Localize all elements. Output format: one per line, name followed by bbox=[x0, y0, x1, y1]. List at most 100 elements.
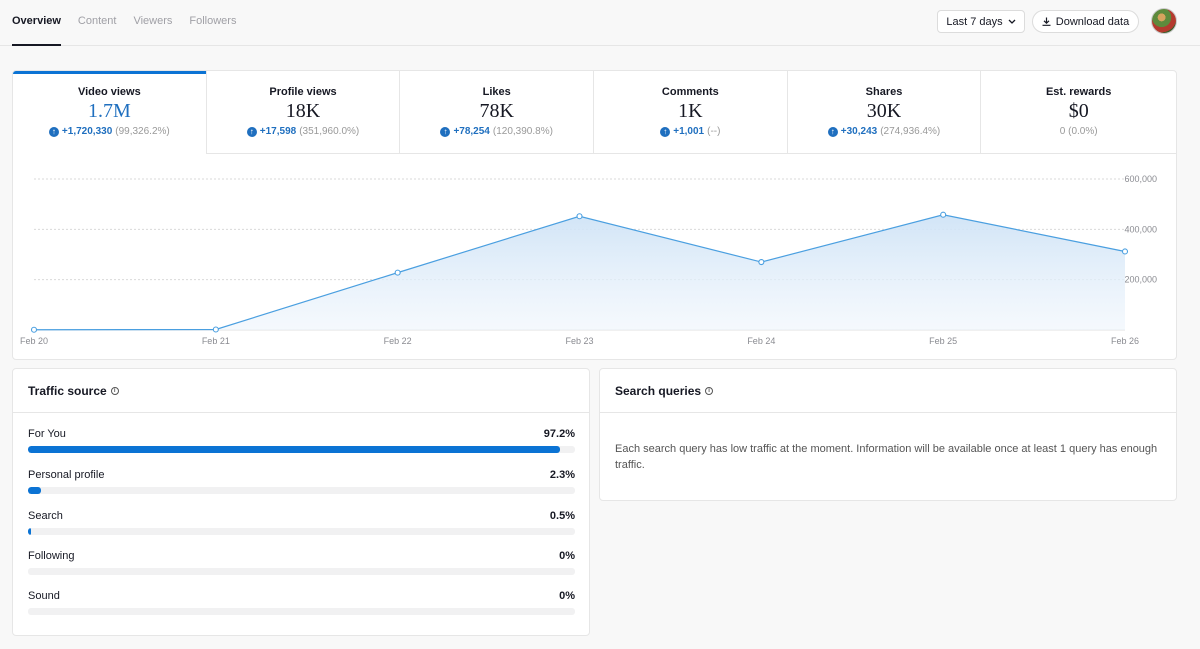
metric-value: 1.7M bbox=[87, 100, 131, 122]
y-tick-label: 200,000 bbox=[1124, 275, 1157, 285]
data-point[interactable] bbox=[940, 211, 947, 218]
traffic-source-percent: 0% bbox=[559, 590, 575, 602]
metric-change: ↑ +30,243 (274,936.4%) bbox=[788, 126, 981, 137]
traffic-source-line: Sound 0% bbox=[28, 590, 575, 602]
metric-change-amount: +1,720,330 bbox=[61, 126, 113, 137]
traffic-source-header: Traffic source i bbox=[13, 369, 589, 413]
card-title: Search queries bbox=[615, 383, 702, 398]
metric-change-amount: +1,001 bbox=[673, 126, 705, 137]
traffic-source-row: Personal profile 2.3% bbox=[28, 469, 575, 494]
traffic-source-percent: 2.3% bbox=[549, 469, 575, 481]
traffic-source-label: Following bbox=[28, 550, 75, 562]
metric-est-rewards[interactable]: Est. rewards $0 0 (0.0%) bbox=[981, 71, 1176, 154]
traffic-source-bar-track bbox=[28, 487, 575, 494]
top-bar: Overview Content Viewers Followers Last … bbox=[0, 0, 1200, 46]
x-tick-label: Feb 24 bbox=[747, 336, 775, 346]
x-tick-label: Feb 22 bbox=[384, 336, 412, 346]
x-tick-label: Feb 26 bbox=[1111, 336, 1139, 346]
tab-overview[interactable]: Overview bbox=[12, 0, 61, 46]
date-range-label: Last 7 days bbox=[946, 15, 1003, 28]
traffic-source-line: Following 0% bbox=[28, 550, 575, 562]
metric-value: 30K bbox=[866, 100, 902, 122]
tab-followers[interactable]: Followers bbox=[189, 15, 237, 27]
traffic-source-percent: 97.2% bbox=[543, 428, 575, 440]
metric-comments[interactable]: Comments 1K ↑ +1,001 (--) bbox=[594, 71, 788, 154]
y-tick-label: 600,000 bbox=[1124, 174, 1157, 184]
metric-change-percent: (351,960.0%) bbox=[299, 126, 360, 137]
metric-change-amount: +30,243 bbox=[840, 126, 878, 137]
traffic-source-label: Search bbox=[28, 510, 63, 522]
metrics-card: Video views 1.7M ↑ +1,720,330 (99,326.2%… bbox=[12, 70, 1177, 360]
arrow-up-icon: ↑ bbox=[48, 126, 59, 137]
card-title: Traffic source bbox=[28, 383, 107, 398]
data-point[interactable] bbox=[394, 269, 401, 276]
series-area bbox=[34, 214, 1125, 330]
metric-likes[interactable]: Likes 78K ↑ +78,254 (120,390.8%) bbox=[400, 71, 595, 154]
x-tick-label: Feb 21 bbox=[202, 336, 230, 346]
arrow-up-icon: ↑ bbox=[827, 126, 838, 137]
arrow-up-icon: ↑ bbox=[440, 126, 451, 137]
traffic-source-row: Search 0.5% bbox=[28, 510, 575, 535]
search-empty-message: Each search query has low traffic at the… bbox=[615, 443, 1158, 471]
metric-change: 0 (0.0%) bbox=[981, 126, 1176, 137]
metric-label: Video views bbox=[77, 86, 141, 98]
tab-viewers[interactable]: Viewers bbox=[133, 15, 173, 27]
metric-video-views[interactable]: Video views 1.7M ↑ +1,720,330 (99,326.2%… bbox=[13, 71, 207, 154]
metric-change-percent: (99,326.2%) bbox=[115, 126, 170, 137]
metric-change-percent: (120,390.8%) bbox=[492, 126, 553, 137]
metric-label: Comments bbox=[661, 86, 719, 98]
info-icon[interactable]: i bbox=[110, 386, 119, 395]
download-data-button[interactable]: Download data bbox=[1032, 10, 1139, 33]
x-tick-label: Feb 25 bbox=[929, 336, 957, 346]
traffic-source-card: Traffic source i For You 97.2% Personal pr… bbox=[12, 368, 590, 636]
data-point[interactable] bbox=[212, 326, 219, 333]
traffic-source-bar-fill bbox=[28, 446, 560, 453]
metric-change: ↑ +1,001 (--) bbox=[594, 126, 787, 137]
metric-label: Likes bbox=[482, 86, 511, 98]
metric-change: ↑ +17,598 (351,960.0%) bbox=[207, 126, 400, 137]
data-point[interactable] bbox=[1121, 248, 1129, 255]
info-icon[interactable]: i bbox=[705, 386, 714, 395]
traffic-source-bar-track bbox=[28, 446, 575, 453]
metric-value: $0 bbox=[1068, 100, 1089, 122]
metric-change-percent: (--) bbox=[707, 126, 721, 137]
traffic-source-bar-fill bbox=[28, 528, 31, 535]
arrow-up-icon: ↑ bbox=[660, 126, 671, 137]
download-icon bbox=[1042, 17, 1051, 26]
search-queries-header: Search queries i bbox=[600, 369, 1176, 413]
metric-change: ↑ +1,720,330 (99,326.2%) bbox=[13, 126, 206, 137]
traffic-source-bar-track bbox=[28, 568, 575, 575]
traffic-source-line: Personal profile 2.3% bbox=[28, 469, 575, 481]
search-queries-card: Search queries i Each search query has l… bbox=[599, 368, 1177, 501]
tab-content[interactable]: Content bbox=[77, 15, 117, 27]
metric-shares[interactable]: Shares 30K ↑ +30,243 (274,936.4%) bbox=[787, 71, 982, 154]
download-data-label: Download data bbox=[1055, 15, 1130, 28]
video-views-chart: 200,000 400,000 600,000 Feb 20 Feb 21 Feb 22 F… bbox=[20, 174, 1157, 346]
traffic-source-line: For You 97.2% bbox=[28, 428, 575, 440]
traffic-source-label: For You bbox=[28, 428, 66, 440]
metric-tabs: Video views 1.7M ↑ +1,720,330 (99,326.2%… bbox=[13, 71, 1176, 154]
metric-value: 78K bbox=[479, 100, 514, 122]
data-point[interactable] bbox=[758, 259, 765, 266]
metric-profile-views[interactable]: Profile views 18K ↑ +17,598 (351,960.0%) bbox=[206, 71, 401, 154]
chevron-down-icon bbox=[1008, 19, 1016, 24]
date-range-dropdown[interactable]: Last 7 days bbox=[937, 10, 1025, 33]
data-point[interactable] bbox=[576, 213, 583, 220]
x-tick-label: Feb 20 bbox=[20, 336, 48, 346]
traffic-source-percent: 0% bbox=[559, 550, 575, 562]
traffic-source-row: Sound 0% bbox=[28, 590, 575, 615]
traffic-source-line: Search 0.5% bbox=[28, 510, 575, 522]
traffic-source-percent: 0.5% bbox=[549, 510, 575, 522]
traffic-source-bar-fill bbox=[28, 487, 41, 494]
metric-label: Shares bbox=[865, 86, 903, 98]
y-tick-label: 400,000 bbox=[1124, 224, 1157, 234]
metric-value: 18K bbox=[285, 100, 321, 122]
x-tick-label: Feb 23 bbox=[565, 336, 593, 346]
traffic-source-label: Personal profile bbox=[28, 469, 105, 481]
metric-change-amount: +78,254 bbox=[453, 126, 490, 137]
metric-change-percent: 0 (0.0%) bbox=[1059, 126, 1098, 137]
nav-tabs: Overview Content Viewers Followers bbox=[12, 0, 253, 46]
avatar[interactable] bbox=[1151, 8, 1177, 34]
data-point[interactable] bbox=[30, 326, 38, 333]
arrow-up-icon: ↑ bbox=[246, 126, 257, 137]
